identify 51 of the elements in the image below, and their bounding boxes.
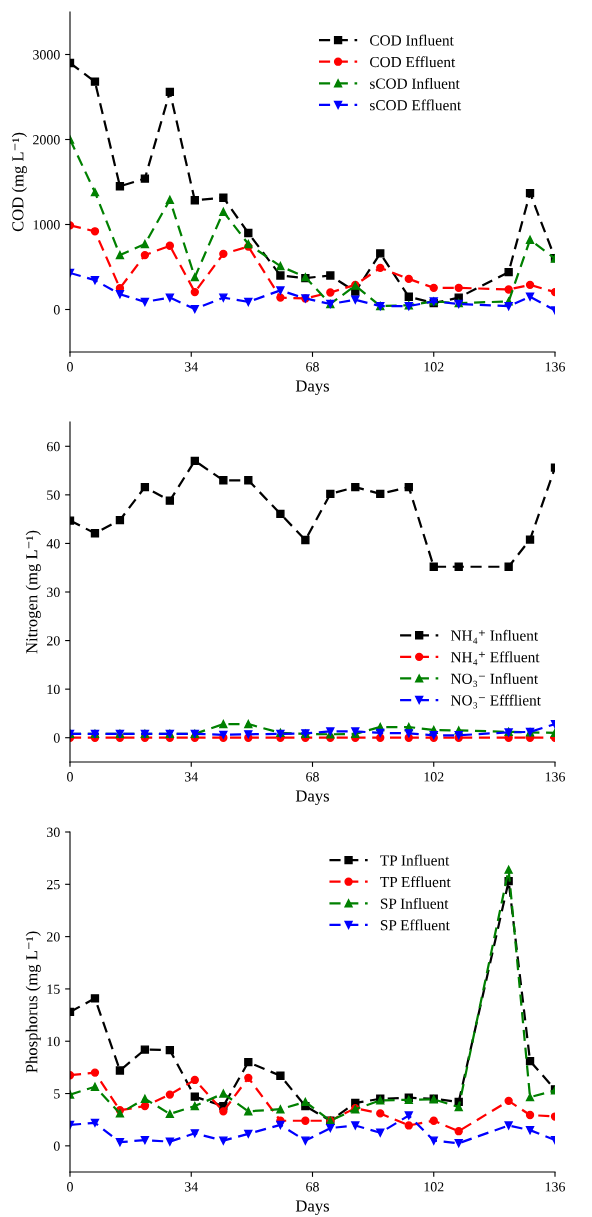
y-tick-label: 10 (47, 684, 60, 695)
y-tick-label: 30 (47, 587, 60, 597)
legend-label: TP Influent (380, 854, 450, 866)
legend-label: sCOD Effluent (370, 99, 462, 111)
x-tick-label: 0 (67, 362, 73, 372)
legend-label: NH₄⁺ Effluent (450, 651, 540, 666)
x-tick-label: 136 (545, 1182, 565, 1192)
y-tick-label: 25 (47, 879, 60, 890)
y-tick-label: 20 (47, 932, 60, 942)
y-tick-label: 30 (47, 827, 60, 837)
legend-label: SP Influent (380, 897, 449, 909)
y-tick-label: 2000 (33, 135, 60, 145)
y-tick-label: 50 (47, 490, 60, 500)
y-tick-label: 0 (53, 1141, 60, 1151)
x-tick-label: 136 (545, 362, 565, 372)
y-tick-label: 60 (46, 441, 60, 452)
y-axis-title: COD (mg L⁻¹) (11, 132, 27, 232)
x-tick-label: 0 (67, 772, 73, 782)
y-tick-label: 0 (53, 305, 60, 315)
x-tick-label: 34 (184, 1182, 198, 1192)
x-tick-label: 34 (184, 362, 198, 372)
x-tick-label: 68 (306, 362, 319, 372)
y-axis-title: Nitrogen (mg L⁻¹) (25, 530, 41, 654)
x-tick-label: 0 (67, 1182, 73, 1192)
y-tick-label: 40 (46, 539, 60, 549)
legend-label: TP Effluent (380, 876, 451, 888)
y-tick-label: 3000 (33, 50, 60, 60)
legend-label: COD Influent (370, 34, 454, 46)
x-tick-label: 34 (184, 772, 198, 782)
legend-label: NO₃⁻ Effflient (450, 694, 541, 709)
x-axis-title: Days (295, 380, 330, 395)
legend-label: NO₃⁻ Influent (450, 673, 539, 687)
y-tick-label: 0 (53, 733, 60, 743)
y-tick-label: 15 (47, 984, 60, 994)
x-tick-label: 102 (424, 772, 444, 782)
x-tick-label: 136 (545, 772, 565, 782)
y-axis-title: Phosphorus (mg L⁻¹) (25, 931, 41, 1073)
x-axis-title: Days (295, 790, 330, 805)
x-tick-label: 68 (306, 772, 319, 782)
y-tick-label: 20 (47, 636, 60, 646)
y-tick-label: 5 (54, 1089, 60, 1099)
x-tick-label: 102 (424, 362, 444, 372)
x-tick-label: 68 (306, 1182, 319, 1192)
y-tick-label: 1000 (33, 220, 60, 230)
x-tick-label: 102 (424, 1182, 444, 1192)
legend-label: COD Effluent (370, 56, 456, 68)
legend-label: SP Effluent (380, 919, 450, 931)
legend-label: sCOD Influent (370, 77, 460, 89)
y-tick-label: 10 (47, 1036, 60, 1047)
legend-label: NH₄⁺ Influent (450, 629, 539, 644)
x-axis-title: Days (295, 1200, 330, 1215)
